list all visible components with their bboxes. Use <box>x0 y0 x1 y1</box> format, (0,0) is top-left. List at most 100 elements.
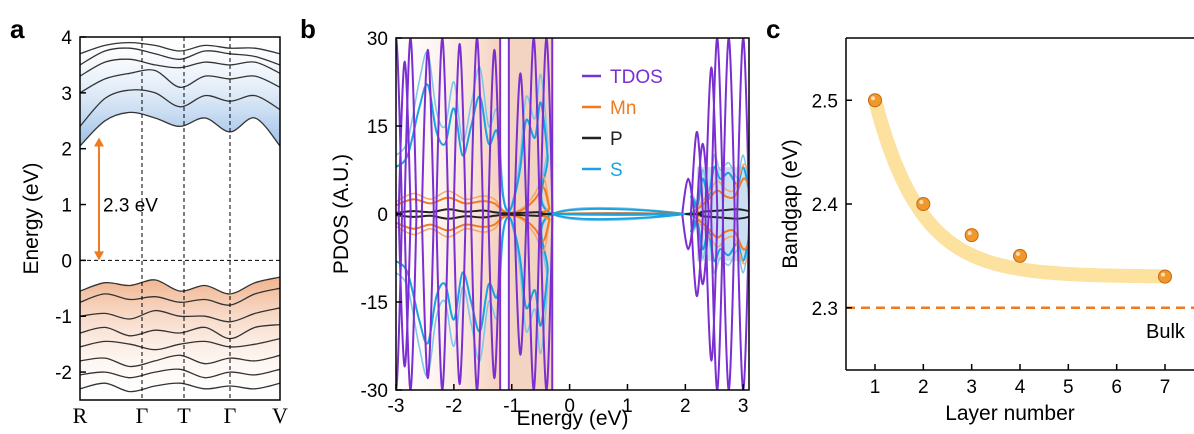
a-y-tick-label: -1 <box>55 307 72 328</box>
c-y-axis-label: Bandgap (eV) <box>779 139 802 269</box>
bulk-label: Bulk <box>1146 321 1186 343</box>
b-y-tick-label: -30 <box>361 381 388 402</box>
valence-band-line <box>80 382 280 393</box>
data-point-highlight <box>1161 272 1165 277</box>
tdos-line <box>513 72 528 215</box>
c-x-tick-label: 7 <box>1160 377 1171 398</box>
tdos-line <box>403 213 418 390</box>
tdos-line <box>689 213 704 298</box>
c-x-tick-label: 3 <box>966 377 977 398</box>
tdos-line <box>513 213 528 356</box>
valence-band-line <box>80 368 280 379</box>
b-x-tick-label: 2 <box>680 396 691 417</box>
b-x-tick-label: -2 <box>445 396 462 417</box>
tdos-line <box>539 213 554 390</box>
tdos-line <box>403 38 418 215</box>
conduction-band-line <box>80 58 280 77</box>
valence-band-line <box>80 354 280 368</box>
tdos-line <box>420 213 435 380</box>
tdos-line <box>710 213 725 390</box>
a-y-tick-label: 3 <box>61 84 72 105</box>
tdos-line <box>470 38 485 215</box>
a-y-tick-label: 4 <box>61 28 72 49</box>
a-x-tick-label: Γ <box>136 403 149 428</box>
tdos-line <box>736 38 749 215</box>
a-y-tick-label: 1 <box>61 196 72 217</box>
pdos-panel: -30 -15 0 15 30 -3 -2 -1 0 1 2 3 TDOS Mn PS Energy (e… <box>330 29 750 430</box>
a-x-tick-label: Γ <box>224 403 237 428</box>
p-pdos-line <box>396 212 749 220</box>
band-structure-panel: -2 -1 0 1 2 3 4 R Γ T Γ V 2.3 eV Energy (eV) <box>20 28 288 428</box>
conduction-band-line <box>80 111 280 147</box>
c-y-tick-label: 2.3 <box>812 299 838 320</box>
b-x-axis-label: Energy (eV) <box>516 407 628 430</box>
c-y-tick-label: 2.4 <box>812 195 839 216</box>
b-y-tick-label: 0 <box>377 205 388 226</box>
fit-curve <box>868 93 1172 284</box>
tdos-line <box>452 42 467 215</box>
tdos-line <box>710 38 725 215</box>
gap-arrow-head-bottom <box>94 251 104 261</box>
bandgap-vs-layer-panel: Bulk 2.3 2.4 2.5 1 2 3 4 5 6 7 Layer number Bandg… <box>779 37 1194 425</box>
a-x-tick-label: V <box>272 403 288 428</box>
legend-label-tdos: TDOS <box>610 67 663 88</box>
gap-arrow-head-top <box>94 137 104 147</box>
valence-band-line <box>80 307 280 323</box>
a-x-tick-label: R <box>73 403 88 428</box>
data-point-highlight <box>871 96 875 101</box>
tdos-line <box>435 213 450 390</box>
legend-label-mn: Mn <box>610 98 636 119</box>
tdos-line <box>704 213 719 362</box>
tdos-line <box>736 213 749 390</box>
valence-band-line <box>80 276 280 295</box>
data-point <box>868 93 882 108</box>
c-x-tick-label: 6 <box>1111 377 1122 398</box>
a-y-axis-label: Energy (eV) <box>20 162 43 274</box>
tdos-line <box>397 60 412 215</box>
data-point <box>1013 248 1027 263</box>
b-x-tick-label: -3 <box>388 396 405 417</box>
b-y-tick-label: 15 <box>367 117 388 138</box>
tdos-line <box>420 48 435 215</box>
a-y-tick-label: -2 <box>55 363 72 384</box>
a-x-tick-label: T <box>177 403 191 428</box>
b-y-tick-label: 30 <box>367 29 388 50</box>
panel-label-b: b <box>300 14 316 44</box>
p-pdos-line <box>396 208 749 216</box>
tdos-line <box>721 38 736 215</box>
tdos-line <box>435 38 450 215</box>
c-x-tick-label: 5 <box>1063 377 1074 398</box>
conduction-band-line <box>80 41 280 55</box>
data-point <box>1158 269 1172 284</box>
conduction-band-line <box>80 89 280 127</box>
data-point-highlight <box>919 200 924 204</box>
c-y-tick-label: 2.5 <box>812 91 838 112</box>
pdos-legend: TDOS Mn PS <box>582 67 663 181</box>
panel-label-a: a <box>10 14 25 44</box>
data-point-highlight <box>1016 251 1020 256</box>
b-x-tick-label: 3 <box>738 396 749 417</box>
b-x-tick-label: 0 <box>564 396 575 417</box>
legend-label-p: P <box>610 129 623 150</box>
tdos-line <box>470 213 485 390</box>
tdos-line <box>397 213 412 368</box>
valence-band-line <box>80 323 280 340</box>
c-x-axis-label: Layer number <box>945 402 1075 425</box>
valence-band-line <box>80 287 280 306</box>
tdos-line <box>487 213 502 380</box>
a-plot-frame <box>79 36 281 401</box>
b-x-tick-label: -1 <box>503 396 520 417</box>
b-y-tick-label: -15 <box>361 293 388 314</box>
c-x-tick-label: 1 <box>870 377 881 398</box>
conduction-band-line <box>80 69 280 94</box>
legend-label-s: S <box>610 160 623 181</box>
tdos-line <box>721 213 736 390</box>
a-y-tick-label: 2 <box>61 140 72 161</box>
valence-band-line <box>80 337 280 351</box>
band-gap-label: 2.3 eV <box>103 196 158 217</box>
b-x-tick-label: 1 <box>622 396 633 417</box>
conduction-band-fill <box>80 37 280 146</box>
panel-label-c: c <box>766 14 780 44</box>
conduction-band-line <box>80 47 280 66</box>
tdos-line <box>526 213 541 390</box>
